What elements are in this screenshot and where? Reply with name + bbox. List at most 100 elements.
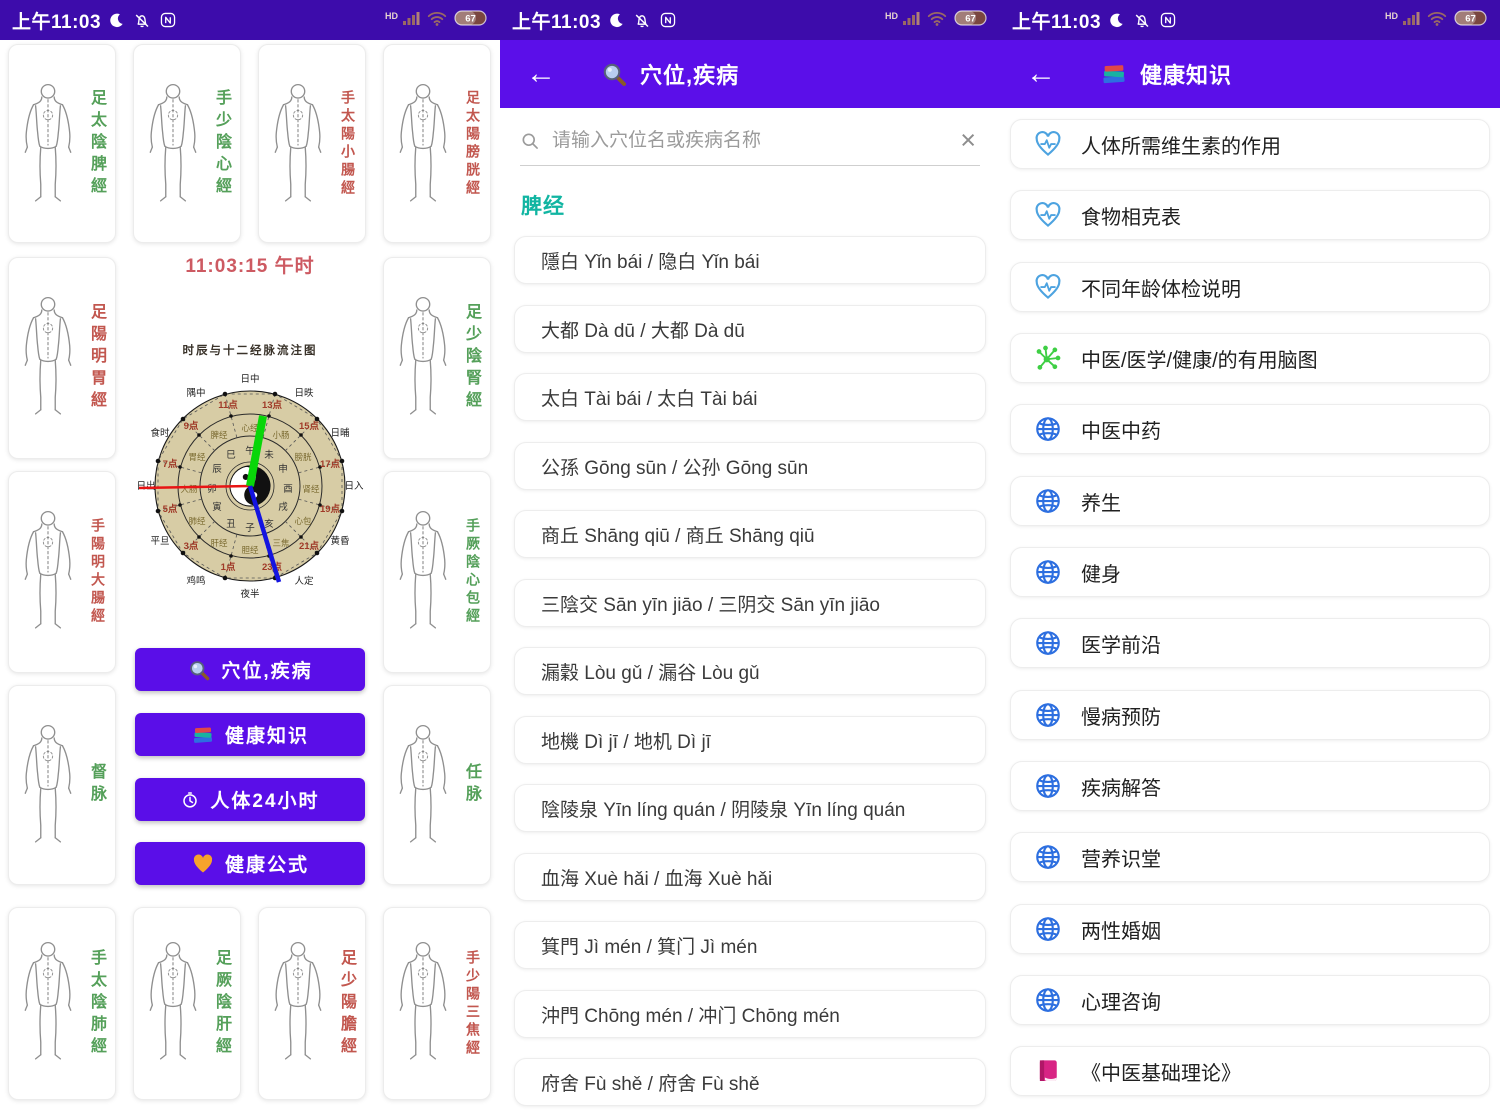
acupoint-item[interactable]: 地機 Dì jī / 地机 Dì jī [514,716,986,764]
mindmap-icon [1033,343,1063,373]
acupoint-item[interactable]: 漏穀 Lòu gǔ / 漏谷 Lòu gǔ [514,647,986,695]
svg-text:11点: 11点 [218,399,238,411]
body-diagram [17,59,79,227]
meridian-card[interactable]: 足少陰腎經 [383,257,491,459]
acupoint-item[interactable]: 府舍 Fù shě / 府舍 Fù shě [514,1058,986,1106]
svg-text:日昳: 日昳 [294,387,314,399]
clock-blue-hand [247,485,282,583]
acupoint-item[interactable]: 大都 Dà dū / 大都 Dà dū [514,305,986,353]
svg-text:食时: 食时 [150,427,170,439]
knowledge-item[interactable]: 营养识堂 [1010,832,1490,882]
meridian-label: 手太陽小腸經 [340,89,356,198]
svg-text:戌: 戌 [278,501,288,513]
acupoint-label: 三陰交 Sān yīn jiāo / 三阴交 Sān yīn jiāo [541,594,880,616]
knowledge-label: 健身 [1081,563,1121,586]
knowledge-item[interactable]: 《中医基础理论》 [1010,1046,1490,1096]
heart-pulse-icon [1033,200,1063,230]
svg-text:5点: 5点 [163,503,178,515]
meridian-card[interactable]: 手少陽三焦經 [383,907,491,1100]
meridian-card[interactable]: 足太陰脾經 [8,44,116,243]
button-label: 健康公式 [224,855,309,876]
acupoint-item[interactable]: 隱白 Yǐn bái / 隐白 Yǐn bái [514,236,986,284]
meridian-card[interactable]: 足陽明胃經 [8,257,116,459]
magnifier-icon [187,658,211,682]
battery-percent: 67 [965,13,976,24]
body-diagram [17,700,79,868]
body-diagram [142,59,204,227]
battery-icon: 67 [1454,9,1488,31]
meridian-card[interactable]: 手陽明大腸經 [8,471,116,673]
knowledge-label: 营养识堂 [1081,848,1161,871]
acupoint-label: 血海 Xuè hǎi / 血海 Xuè hǎi [541,868,773,890]
acupoint-disease-button[interactable]: 穴位,疾病 [135,648,365,691]
search-bar: × [520,116,980,166]
svg-text:卯: 卯 [207,484,217,495]
back-button[interactable]: ← [526,57,556,90]
acupoint-item[interactable]: 三陰交 Sān yīn jiāo / 三阴交 Sān yīn jiāo [514,579,986,627]
search-input[interactable] [550,128,957,153]
clock-red-hand [138,484,251,490]
page-title: 穴位,疾病 [640,63,740,88]
screen-health-knowledge: 上午11:03 HD 67 ← 健康知识 [1000,0,1500,1111]
clock-meridian-labels: 心经 小肠 膀胱 肾经 心包 三焦 胆经 肝经 肺经 大肠 胃经 脾经 [180,423,320,555]
globe-icon [1033,985,1063,1015]
acupoint-item[interactable]: 箕門 Jì mén / 箕门 Jì mén [514,921,986,969]
knowledge-item[interactable]: 医学前沿 [1010,618,1490,668]
knowledge-item[interactable]: 中医中药 [1010,404,1490,454]
acupoint-item[interactable]: 公孫 Gōng sūn / 公孙 Gōng sūn [514,442,986,490]
knowledge-label: 养生 [1081,492,1121,515]
knowledge-item[interactable]: 养生 [1010,476,1490,526]
svg-text:酉: 酉 [283,484,293,495]
knowledge-item[interactable]: 食物相克表 [1010,190,1490,240]
wifi-icon [1426,8,1448,32]
clear-icon[interactable]: × [960,125,976,155]
body-diagram [392,59,454,227]
acupoint-item[interactable]: 沖門 Chōng mén / 冲门 Chōng mén [514,990,986,1038]
globe-icon [1033,700,1063,730]
svg-text:人定: 人定 [294,575,314,587]
signal-icon [402,10,420,31]
health-formula-button[interactable]: 健康公式 [135,842,365,885]
acupoint-item[interactable]: 太白 Tài bái / 太白 Tài bái [514,373,986,421]
svg-text:隅中: 隅中 [186,387,205,399]
knowledge-label: 中医中药 [1081,420,1161,443]
knowledge-item[interactable]: 不同年龄体检说明 [1010,262,1490,312]
svg-text:夜半: 夜半 [240,588,259,600]
book-icon [1033,1056,1063,1086]
clock-branch-labels: 午 未 申 酉 戌 亥 子 丑 寅 卯 辰 巳 [207,445,293,534]
acupoint-label: 漏穀 Lòu gǔ / 漏谷 Lòu gǔ [541,662,760,684]
signal-icon [902,10,920,31]
svg-text:心包: 心包 [294,516,312,526]
meridian-card[interactable]: 手太陽小腸經 [258,44,366,243]
body-24-hours-button[interactable]: 人体24小时 [135,778,365,821]
meridian-card[interactable]: 足厥陰肝經 [133,907,241,1100]
svg-text:三焦: 三焦 [272,538,290,548]
knowledge-item[interactable]: 疾病解答 [1010,761,1490,811]
meridian-card[interactable]: 督脉 [8,685,116,885]
knowledge-item[interactable]: 两性婚姻 [1010,904,1490,954]
button-label: 穴位,疾病 [221,661,313,682]
svg-text:21点: 21点 [299,540,320,552]
acupoint-item[interactable]: 商丘 Shāng qiū / 商丘 Shāng qiū [514,510,986,558]
acupoint-label: 公孫 Gōng sūn / 公孙 Gōng sūn [541,457,809,479]
knowledge-item[interactable]: 健身 [1010,547,1490,597]
svg-text:17点: 17点 [320,458,341,470]
meridian-card[interactable]: 手少陰心經 [133,44,241,243]
back-button[interactable]: ← [1026,57,1056,90]
acupoint-label: 大都 Dà dū / 大都 Dà dū [541,320,745,342]
meridian-card[interactable]: 手厥陰心包經 [383,471,491,673]
meridian-card[interactable]: 任脉 [383,685,491,885]
knowledge-item[interactable]: 慢病预防 [1010,690,1490,740]
svg-text:大肠: 大肠 [180,484,197,494]
meridian-card[interactable]: 足少陽膽經 [258,907,366,1100]
meridian-label: 足少陽膽經 [338,948,355,1059]
meridian-card[interactable]: 手太陰肺經 [8,907,116,1100]
health-knowledge-button[interactable]: 健康知识 [135,713,365,756]
meridian-card[interactable]: 足太陽膀胱經 [383,44,491,243]
knowledge-item[interactable]: 心理咨询 [1010,975,1490,1025]
acupoint-item[interactable]: 血海 Xuè hǎi / 血海 Xuè hǎi [514,853,986,901]
knowledge-item[interactable]: 中医/医学/健康/的有用脑图 [1010,333,1490,383]
knowledge-item[interactable]: 人体所需维生素的作用 [1010,119,1490,169]
meridian-label: 任脉 [463,763,480,807]
acupoint-item[interactable]: 陰陵泉 Yīn líng quán / 阴陵泉 Yīn líng quán [514,784,986,832]
